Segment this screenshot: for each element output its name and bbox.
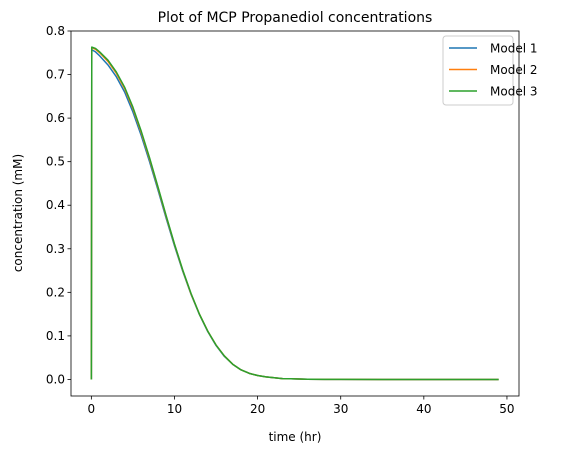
series-line-3 (90, 46, 499, 381)
x-axis-label: time (hr) (269, 430, 322, 444)
series-line-2 (90, 46, 499, 381)
x-tick-label: 40 (416, 402, 431, 416)
series-layer (90, 46, 499, 381)
y-tick-label: 0.2 (46, 285, 65, 299)
chart-title: Plot of MCP Propanediol concentrations (158, 10, 433, 26)
y-tick-label: 0.1 (46, 329, 65, 343)
legend: Model 1 Model 2 Model 3 (442, 35, 537, 106)
y-tick-label: 0.8 (46, 24, 65, 38)
y-tick-label: 0.3 (46, 242, 65, 256)
x-axis-ticks: 0 10 20 30 40 50 (88, 396, 515, 416)
y-axis-ticks: 0.0 0.1 0.2 0.3 0.4 0.5 0.6 0.7 0.8 (46, 24, 71, 386)
y-tick-label: 0.4 (46, 198, 65, 212)
series-line-1 (90, 48, 499, 381)
legend-label-1: Model 1 (490, 42, 537, 56)
x-tick-label: 30 (333, 402, 348, 416)
plot-frame (70, 30, 520, 397)
legend-label-3: Model 3 (490, 85, 537, 99)
x-tick-label: 0 (88, 402, 96, 416)
x-tick-label: 50 (499, 402, 514, 416)
y-tick-label: 0.7 (46, 68, 65, 82)
x-tick-label: 20 (250, 402, 265, 416)
y-tick-label: 0.5 (46, 155, 65, 169)
y-tick-label: 0.0 (46, 372, 65, 386)
legend-frame (442, 35, 514, 106)
x-tick-label: 10 (167, 402, 182, 416)
y-tick-label: 0.6 (46, 111, 65, 125)
y-axis-label: concentration (mM) (11, 154, 25, 272)
legend-label-2: Model 2 (490, 63, 537, 77)
